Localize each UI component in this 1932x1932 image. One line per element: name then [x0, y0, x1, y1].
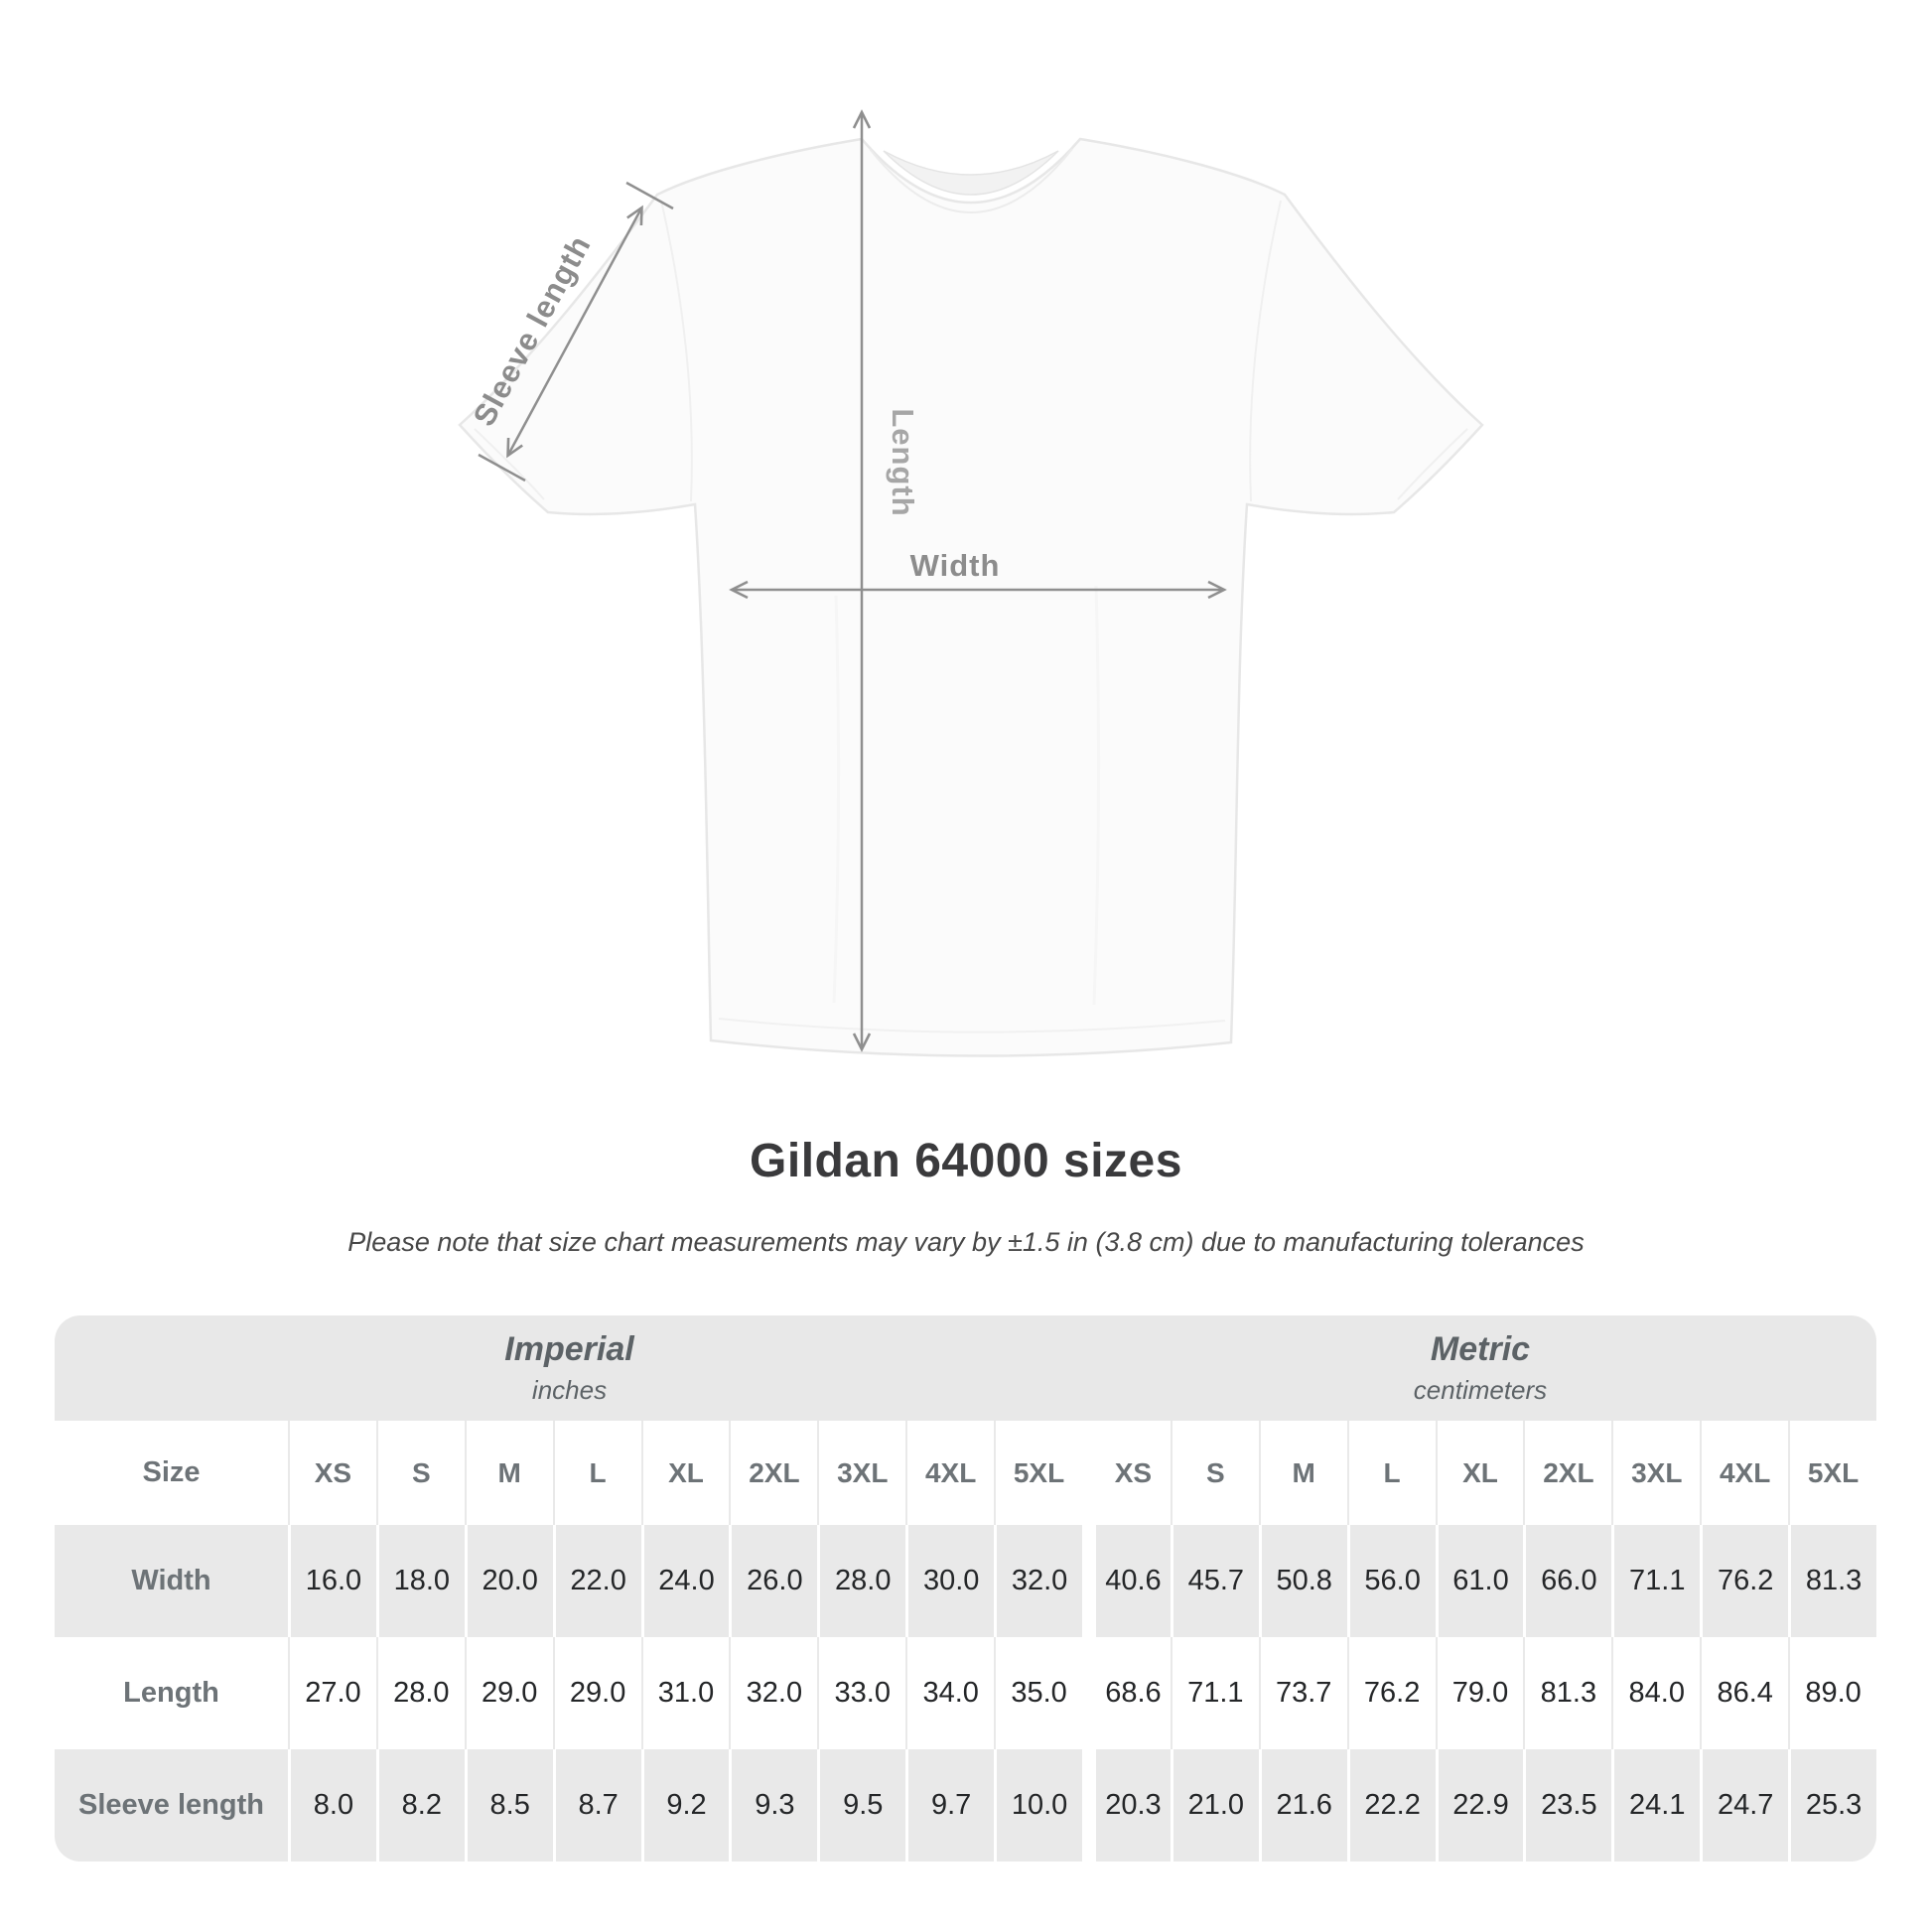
sleeve-length-row: Sleeve length 8.0 8.2 8.5 8.7 9.2 9.3 9.…: [55, 1749, 1876, 1862]
size-label: 3XL: [1611, 1421, 1701, 1525]
table-cell: 73.7: [1258, 1637, 1347, 1749]
size-table: Imperial inches Metric centimeters Size …: [55, 1315, 1876, 1862]
unit-header-row: Imperial inches Metric centimeters: [55, 1315, 1876, 1421]
length-label: Length: [886, 408, 920, 516]
table-cell: 8.0: [288, 1749, 376, 1862]
table-cell: 71.1: [1611, 1525, 1701, 1637]
table-cell: 21.0: [1170, 1749, 1259, 1862]
table-cell: 35.0: [994, 1637, 1082, 1749]
size-label: L: [552, 1421, 641, 1525]
table-cell: 34.0: [905, 1637, 995, 1749]
size-label: 4XL: [905, 1421, 995, 1525]
size-label: XL: [640, 1421, 730, 1525]
table-cell: 66.0: [1523, 1525, 1612, 1637]
size-label: 5XL: [994, 1421, 1082, 1525]
width-label: Width: [910, 548, 1001, 583]
table-cell: 71.1: [1170, 1637, 1259, 1749]
table-cell: 29.0: [552, 1637, 641, 1749]
table-cell: 86.4: [1700, 1637, 1789, 1749]
table-cell: 56.0: [1346, 1525, 1436, 1637]
table-cell: 89.0: [1788, 1637, 1876, 1749]
tolerance-note: Please note that size chart measurements…: [347, 1227, 1585, 1257]
table-cell: 40.6: [1081, 1525, 1171, 1637]
size-label: M: [1258, 1421, 1347, 1525]
table-cell: 24.7: [1700, 1749, 1789, 1862]
table-cell: 27.0: [288, 1637, 376, 1749]
table-cell: 26.0: [729, 1525, 818, 1637]
table-cell: 9.2: [640, 1749, 730, 1862]
table-cell: 45.7: [1170, 1525, 1259, 1637]
table-cell: 18.0: [375, 1525, 465, 1637]
size-label: S: [1170, 1421, 1259, 1525]
size-label: 2XL: [1523, 1421, 1612, 1525]
row-label: Sleeve length: [55, 1749, 288, 1862]
table-cell: 9.3: [729, 1749, 818, 1862]
size-label: XS: [1081, 1421, 1171, 1525]
table-cell: 32.0: [729, 1637, 818, 1749]
table-cell: 21.6: [1258, 1749, 1347, 1862]
table-cell: 9.7: [905, 1749, 995, 1862]
page-title: Gildan 64000 sizes: [750, 1135, 1182, 1187]
table-cell: 10.0: [994, 1749, 1082, 1862]
unit-group-name: Imperial: [504, 1330, 634, 1368]
size-label: XS: [288, 1421, 376, 1525]
size-label: 2XL: [729, 1421, 818, 1525]
unit-group-unit: inches: [531, 1375, 608, 1405]
tshirt-illustration: [458, 137, 1484, 1057]
unit-group-name: Metric: [1430, 1330, 1531, 1368]
table-cell: 20.3: [1081, 1749, 1171, 1862]
table-cell: 68.6: [1081, 1637, 1171, 1749]
sleeve-dimension-tick-bottom: [478, 453, 526, 483]
sleeve-dimension-line: [506, 205, 643, 459]
table-cell: 81.3: [1523, 1637, 1612, 1749]
size-header-row: Size XS S M L XL 2XL 3XL 4XL 5XL XS S M …: [55, 1421, 1876, 1525]
size-label: L: [1346, 1421, 1436, 1525]
table-cell: 29.0: [464, 1637, 553, 1749]
table-cell: 23.5: [1523, 1749, 1612, 1862]
size-label: M: [464, 1421, 553, 1525]
table-cell: 30.0: [905, 1525, 995, 1637]
table-cell: 24.1: [1611, 1749, 1701, 1862]
table-cell: 8.2: [375, 1749, 465, 1862]
size-label: 3XL: [817, 1421, 906, 1525]
table-cell: 61.0: [1435, 1525, 1524, 1637]
size-label: S: [375, 1421, 465, 1525]
table-cell: 28.0: [375, 1637, 465, 1749]
tshirt-diagram: Sleeve length Length Width: [458, 109, 1484, 1057]
table-cell: 32.0: [994, 1525, 1082, 1637]
table-cell: 31.0: [640, 1637, 730, 1749]
table-cell: 16.0: [288, 1525, 376, 1637]
unit-group-imperial: Imperial inches: [55, 1315, 1084, 1421]
table-cell: 76.2: [1346, 1637, 1436, 1749]
size-label: 5XL: [1788, 1421, 1876, 1525]
table-cell: 33.0: [817, 1637, 906, 1749]
unit-group-metric: Metric centimeters: [1084, 1315, 1876, 1421]
table-cell: 24.0: [640, 1525, 730, 1637]
table-cell: 25.3: [1788, 1749, 1876, 1862]
row-label: Length: [55, 1637, 288, 1749]
table-cell: 22.9: [1435, 1749, 1524, 1862]
size-label: XL: [1435, 1421, 1524, 1525]
length-row: Length 27.0 28.0 29.0 29.0 31.0 32.0 33.…: [55, 1637, 1876, 1749]
table-cell: 22.2: [1346, 1749, 1436, 1862]
size-label: 4XL: [1700, 1421, 1789, 1525]
table-cell: 76.2: [1700, 1525, 1789, 1637]
table-cell: 8.7: [552, 1749, 641, 1862]
table-cell: 79.0: [1435, 1637, 1524, 1749]
table-cell: 9.5: [817, 1749, 906, 1862]
table-cell: 20.0: [464, 1525, 553, 1637]
table-cell: 84.0: [1611, 1637, 1701, 1749]
row-label: Width: [55, 1525, 288, 1637]
sleeve-dimension-tick-top: [625, 181, 674, 210]
table-cell: 8.5: [464, 1749, 553, 1862]
table-cell: 28.0: [817, 1525, 906, 1637]
size-column-header: Size: [55, 1421, 288, 1525]
width-row: Width 16.0 18.0 20.0 22.0 24.0 26.0 28.0…: [55, 1525, 1876, 1637]
table-cell: 50.8: [1258, 1525, 1347, 1637]
table-cell: 22.0: [552, 1525, 641, 1637]
unit-group-unit: centimeters: [1413, 1375, 1548, 1405]
table-cell: 81.3: [1788, 1525, 1876, 1637]
